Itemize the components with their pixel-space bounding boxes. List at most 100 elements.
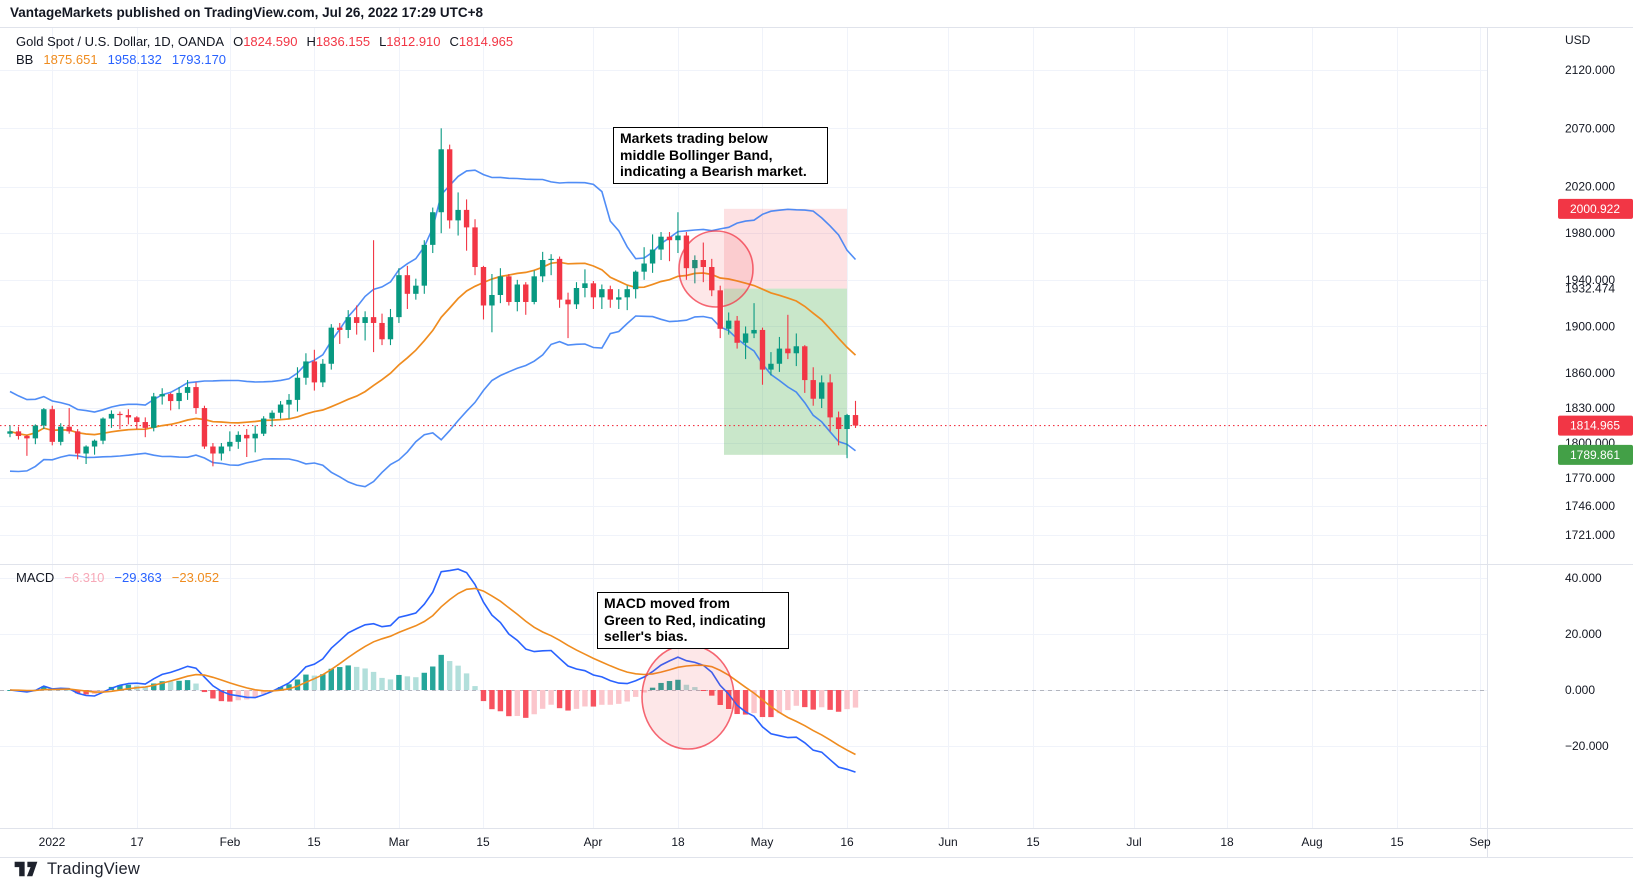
candle-body — [802, 346, 808, 381]
candle-body — [24, 436, 30, 439]
macd-histogram-bar — [117, 685, 123, 690]
candle-body — [675, 235, 681, 241]
macd-histogram-bar — [590, 690, 597, 707]
macd-line-value: −29.363 — [114, 570, 162, 585]
candle-body — [827, 382, 833, 418]
open-label: O — [233, 34, 244, 49]
candle-body — [396, 275, 402, 318]
time-axis-label: Sep — [1469, 835, 1491, 849]
macd-histogram-bar — [387, 679, 394, 690]
candle-body — [446, 149, 453, 221]
macd-signal-value: −23.052 — [171, 570, 220, 585]
candle-body — [286, 399, 292, 405]
candle-body — [134, 417, 140, 423]
macd-histogram-bar — [218, 690, 225, 702]
macd-histogram-bar — [692, 687, 698, 690]
candle-body — [709, 267, 715, 291]
candle-body — [497, 276, 504, 295]
candle-body — [556, 258, 563, 300]
candle-body — [742, 333, 749, 343]
candle-body — [7, 431, 13, 434]
macd-histogram-bar — [531, 690, 537, 715]
candle-body — [49, 409, 55, 442]
candle-body — [835, 417, 842, 430]
time-axis-label: Jun — [938, 835, 957, 849]
price-axis-badge-label: 2000.922 — [1570, 202, 1620, 216]
macd-histogram-bar — [480, 690, 487, 702]
candle-body — [244, 434, 250, 439]
candle-body — [303, 361, 309, 378]
macd-histogram-bar — [438, 654, 444, 690]
low-label: L — [379, 34, 387, 49]
candle-body — [421, 244, 427, 286]
candle-body — [370, 317, 377, 323]
close-value: 1814.965 — [458, 34, 514, 49]
macd-histogram-bar — [193, 683, 199, 690]
macd-histogram-bar — [497, 690, 504, 712]
macd-histogram-bar — [41, 686, 47, 690]
time-axis-label: 18 — [671, 835, 685, 849]
bb-annotation-line: middle Bollinger Band, — [620, 146, 773, 163]
macd-histogram — [7, 654, 859, 718]
bb-basis-value: 1875.651 — [43, 52, 98, 67]
price-axis-badge — [1558, 444, 1633, 465]
macd-histogram-bar — [167, 681, 174, 690]
macd-histogram-bar — [506, 690, 512, 717]
candle-body — [345, 317, 351, 330]
price-axis[interactable]: USD 2120.000 2070.000 2020.000 1980.000 1940.… — [1558, 33, 1633, 753]
candle-body — [658, 236, 664, 250]
bb-upper-value: 1958.132 — [107, 52, 162, 67]
macd-histogram-bar — [616, 690, 622, 704]
candle-body — [734, 320, 740, 343]
high-label: H — [306, 34, 316, 49]
candle-body — [632, 271, 639, 290]
candle-body — [649, 249, 656, 264]
time-axis-label: 16 — [840, 835, 854, 849]
candle-body — [58, 426, 64, 442]
candle-body — [616, 297, 622, 300]
candle-body — [717, 290, 723, 329]
time-axis-label: Apr — [584, 835, 603, 849]
candle-body — [151, 396, 157, 428]
macd-histogram-bar — [607, 690, 614, 705]
macd-histogram-bar — [725, 690, 732, 709]
macd-hist-value: −6.310 — [64, 570, 105, 585]
macd-histogram-bar — [556, 690, 563, 709]
candle-body — [810, 380, 816, 399]
candle-body — [269, 412, 275, 419]
time-axis-label: 17 — [130, 835, 144, 849]
candle-body — [759, 329, 766, 370]
macd-histogram-bar — [599, 690, 605, 705]
candle-body — [66, 426, 72, 432]
time-axis-label: 15 — [476, 835, 490, 849]
price-axis-tick-label: 1860.000 — [1565, 366, 1615, 380]
candle-body — [74, 431, 81, 454]
price-axis-tick-label: 1830.000 — [1565, 401, 1615, 415]
candle-body — [83, 446, 89, 454]
macd-histogram-bar — [320, 674, 326, 690]
candle-body — [700, 260, 707, 268]
candle-body — [692, 260, 698, 269]
candle-body — [227, 441, 233, 447]
macd-histogram-bar — [514, 690, 520, 716]
price-axis-tick-label: 2020.000 — [1565, 180, 1615, 194]
macd-histogram-bar — [353, 666, 360, 690]
candle-body — [641, 263, 647, 272]
candle-body — [294, 377, 301, 400]
macd-histogram-bar — [201, 690, 208, 693]
candle-body — [666, 236, 673, 241]
candle-body — [277, 404, 284, 413]
candle-body — [32, 425, 39, 439]
macd-axis-tick-label: −20.000 — [1565, 739, 1609, 753]
macd-histogram-bar — [446, 661, 453, 690]
macd-histogram-bar — [793, 690, 800, 706]
macd-histogram-bar — [717, 690, 723, 705]
candle-body — [776, 348, 783, 364]
time-axis[interactable]: 2022 17 Feb 15 Mar 15 Apr 18 May 16 Jun 15 Jul 18 Aug 1… — [39, 835, 1491, 849]
candle-body — [210, 446, 216, 454]
candle-body — [438, 149, 444, 213]
candle-body — [260, 418, 267, 434]
macd-histogram-bar — [641, 690, 647, 693]
